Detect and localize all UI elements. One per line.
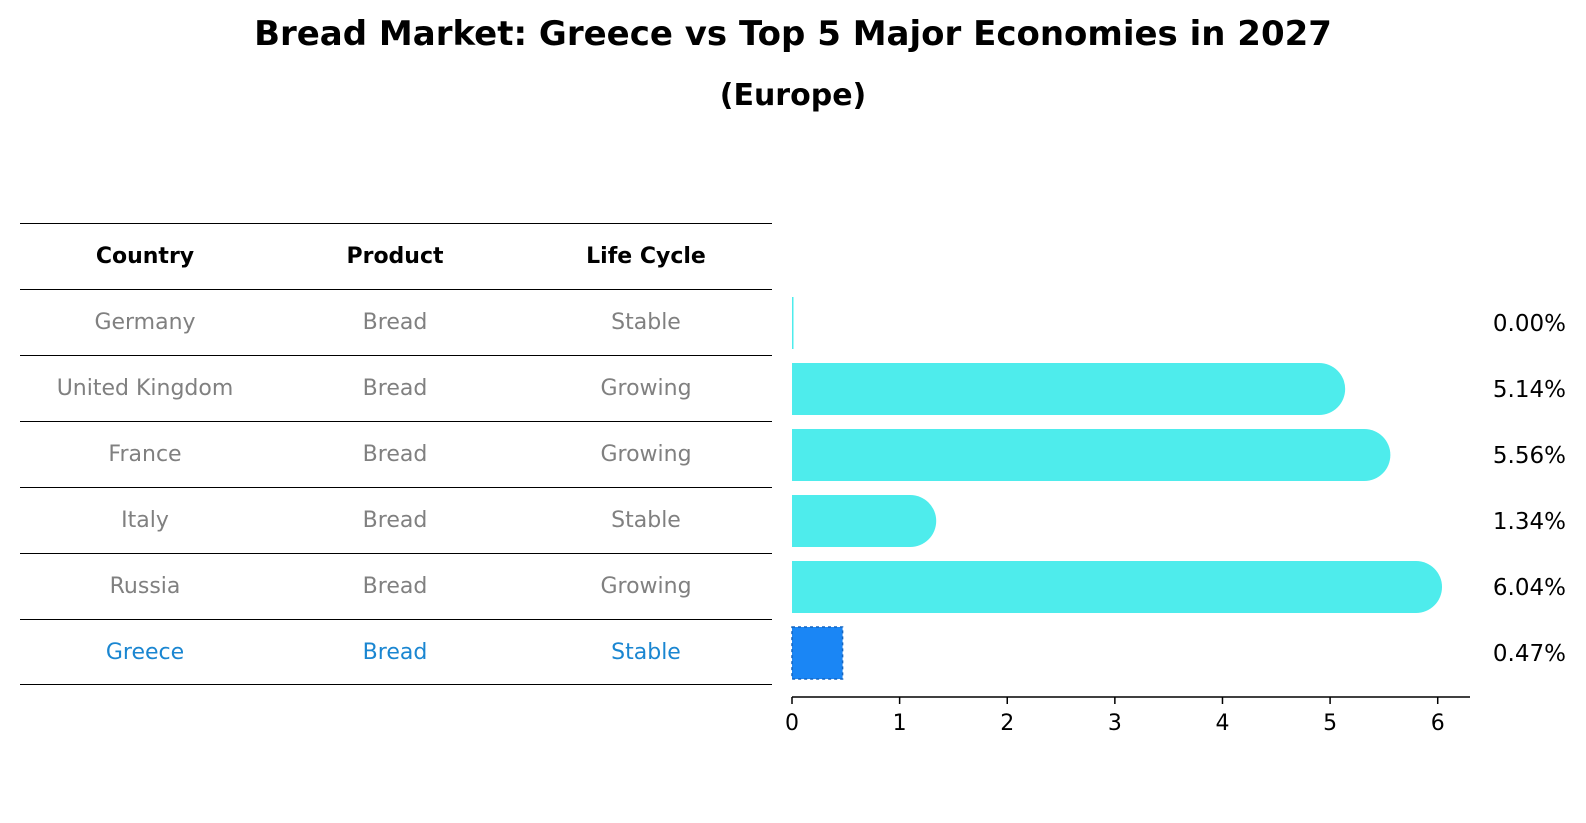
country-cell: United Kingdom [56, 376, 234, 401]
bar-russia [792, 561, 1443, 613]
x-tick-label: 1 [893, 711, 907, 736]
bar-greece [791, 626, 844, 680]
product-cell: Bread [362, 442, 428, 467]
table-row: France Bread Growing [20, 421, 772, 487]
bar-value-label: 5.56% [1493, 443, 1566, 469]
table-row: Italy Bread Stable [20, 487, 772, 553]
bar-value-label: 5.14% [1493, 377, 1566, 403]
x-tick-label: 6 [1431, 711, 1445, 736]
life-cycle-cell: Stable [611, 639, 681, 665]
header-country: Country [95, 244, 195, 269]
bar-value-label: 0.47% [1493, 641, 1566, 667]
country-cell: Greece [105, 639, 185, 665]
life-cycle-cell: Growing [600, 574, 692, 599]
country-cell: Germany [94, 310, 196, 335]
country-table: Country Product Life Cycle Germany Bread… [20, 223, 772, 685]
product-cell: Bread [362, 508, 428, 533]
life-cycle-cell: Growing [600, 376, 692, 401]
table-row: Russia Bread Growing [20, 553, 772, 619]
product-cell: Bread [362, 310, 428, 335]
life-cycle-cell: Growing [600, 442, 692, 467]
life-cycle-cell: Stable [611, 508, 681, 533]
x-tick-label: 2 [1000, 711, 1014, 736]
table-row: Germany Bread Stable [20, 289, 772, 355]
bar-italy [792, 495, 937, 547]
chart-subtitle: (Europe) [719, 78, 867, 113]
country-cell: France [108, 442, 182, 467]
bar-value-label: 1.34% [1493, 509, 1566, 535]
country-cell: Italy [121, 508, 169, 533]
product-cell: Bread [362, 639, 428, 665]
bar-france [792, 429, 1391, 481]
bar-germany [792, 297, 794, 349]
table-row-highlighted: Greece Bread Stable [20, 619, 772, 685]
bar-value-label: 6.04% [1493, 575, 1566, 601]
country-cell: Russia [109, 574, 181, 599]
product-cell: Bread [362, 574, 428, 599]
table-header-row: Country Product Life Cycle [20, 223, 772, 289]
header-product: Product [346, 244, 444, 269]
x-tick-label: 3 [1108, 711, 1122, 736]
product-cell: Bread [362, 376, 428, 401]
x-tick-label: 5 [1323, 711, 1337, 736]
header-life-cycle: Life Cycle [586, 244, 706, 269]
chart-title: Bread Market: Greece vs Top 5 Major Econ… [254, 14, 1332, 54]
bar-united-kingdom [792, 363, 1346, 415]
bar-value-label: 0.00% [1493, 311, 1566, 337]
x-tick-label: 0 [785, 711, 799, 736]
life-cycle-cell: Stable [611, 310, 681, 335]
x-tick-label: 4 [1215, 711, 1229, 736]
table-row: United Kingdom Bread Growing [20, 355, 772, 421]
